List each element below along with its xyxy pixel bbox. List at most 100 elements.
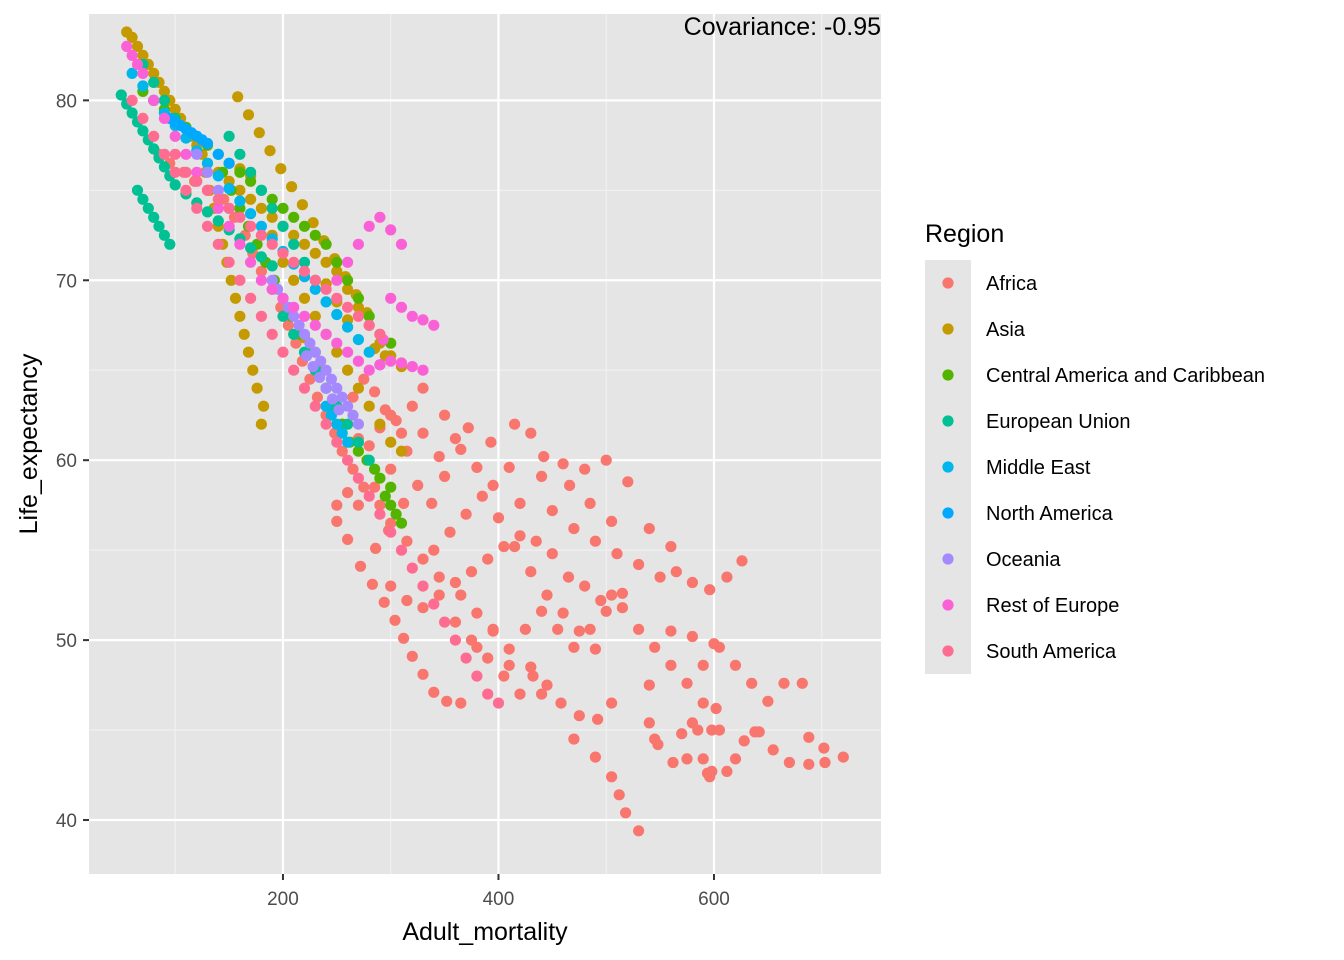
point-africa — [363, 440, 375, 452]
point-africa — [649, 641, 661, 653]
point-africa — [665, 541, 677, 553]
data-points — [115, 26, 849, 837]
point-asia — [137, 49, 149, 62]
point-africa — [441, 695, 453, 707]
point-asia — [258, 400, 270, 412]
point-africa — [304, 373, 316, 385]
point-central-america-and-caribbean — [288, 211, 300, 223]
point-oceania — [301, 350, 313, 362]
point-asia — [229, 292, 242, 304]
point-africa — [389, 614, 401, 626]
point-africa — [398, 497, 410, 509]
legend-label-european-union: European Union — [986, 411, 1131, 433]
point-africa — [633, 825, 645, 837]
point-africa — [412, 479, 424, 491]
point-africa — [385, 463, 397, 475]
point-asia — [242, 109, 255, 121]
point-asia — [288, 274, 300, 286]
point-africa — [471, 461, 483, 473]
point-africa — [541, 679, 553, 691]
point-africa — [492, 512, 505, 524]
point-european-union — [126, 107, 138, 119]
point-south-america — [234, 274, 246, 286]
point-africa — [746, 677, 758, 689]
point-south-america — [320, 283, 332, 295]
point-rest-of-europe — [158, 112, 170, 124]
point-oceania — [307, 361, 319, 373]
point-central-america-and-caribbean — [266, 193, 278, 205]
point-africa — [568, 733, 580, 745]
point-european-union — [131, 184, 144, 196]
point-european-union — [153, 220, 165, 232]
point-africa — [613, 789, 625, 801]
point-central-america-and-caribbean — [374, 472, 386, 484]
point-africa — [536, 688, 548, 700]
point-africa — [482, 553, 494, 565]
point-africa — [342, 487, 354, 499]
point-africa — [568, 641, 580, 653]
point-european-union — [201, 206, 214, 218]
point-north-america — [223, 157, 235, 169]
point-rest-of-europe — [363, 364, 375, 376]
legend-key-asia — [942, 323, 954, 335]
point-oceania — [298, 328, 311, 340]
point-africa — [721, 765, 733, 778]
point-africa — [255, 265, 267, 277]
point-africa — [686, 630, 699, 643]
point-africa — [406, 650, 418, 662]
point-africa — [347, 463, 359, 475]
point-rest-of-europe — [428, 319, 440, 331]
point-asia — [352, 382, 364, 394]
point-asia — [253, 127, 265, 139]
point-africa — [331, 499, 343, 511]
point-africa — [584, 623, 596, 635]
point-south-america — [406, 562, 418, 574]
point-south-america — [266, 238, 278, 250]
point-middle-east — [342, 436, 354, 448]
point-asia — [286, 181, 298, 193]
point-south-america — [245, 292, 257, 304]
point-africa — [514, 530, 526, 542]
point-european-union — [288, 238, 300, 250]
point-africa — [530, 535, 542, 547]
point-south-america — [201, 184, 214, 196]
y-axis-ticks: 40 50 60 70 80 — [56, 91, 89, 832]
point-asia — [342, 364, 354, 376]
point-africa — [592, 713, 604, 725]
point-africa — [390, 415, 402, 427]
point-africa — [665, 625, 677, 637]
legend-label-asia: Asia — [986, 319, 1026, 341]
point-rest-of-europe — [320, 328, 332, 340]
point-africa — [374, 499, 386, 511]
point-africa — [762, 695, 774, 707]
point-africa — [369, 386, 381, 398]
point-south-america — [342, 301, 354, 313]
x-axis-ticks: 200 400 600 — [267, 874, 730, 910]
point-asia — [225, 274, 237, 286]
point-oceania — [191, 148, 203, 160]
point-south-america — [245, 220, 257, 232]
point-africa — [643, 717, 655, 729]
point-asia — [148, 67, 160, 79]
point-africa — [819, 756, 831, 769]
point-middle-east — [352, 334, 364, 346]
point-africa — [336, 445, 348, 457]
point-south-america — [191, 175, 203, 187]
point-rest-of-europe — [331, 274, 343, 286]
point-asia — [255, 418, 267, 430]
point-asia — [320, 256, 332, 268]
point-africa — [729, 753, 742, 765]
point-africa — [557, 607, 569, 619]
point-africa — [595, 594, 607, 607]
point-european-union — [115, 89, 127, 101]
point-central-america-and-caribbean — [342, 274, 354, 286]
point-oceania — [325, 373, 337, 385]
point-south-america — [363, 319, 375, 331]
point-africa — [354, 560, 367, 572]
point-central-america-and-caribbean — [320, 238, 332, 250]
point-asia — [245, 193, 257, 205]
point-rest-of-europe — [331, 337, 343, 349]
point-africa — [584, 497, 596, 509]
point-africa — [818, 742, 830, 754]
point-africa — [729, 659, 742, 671]
